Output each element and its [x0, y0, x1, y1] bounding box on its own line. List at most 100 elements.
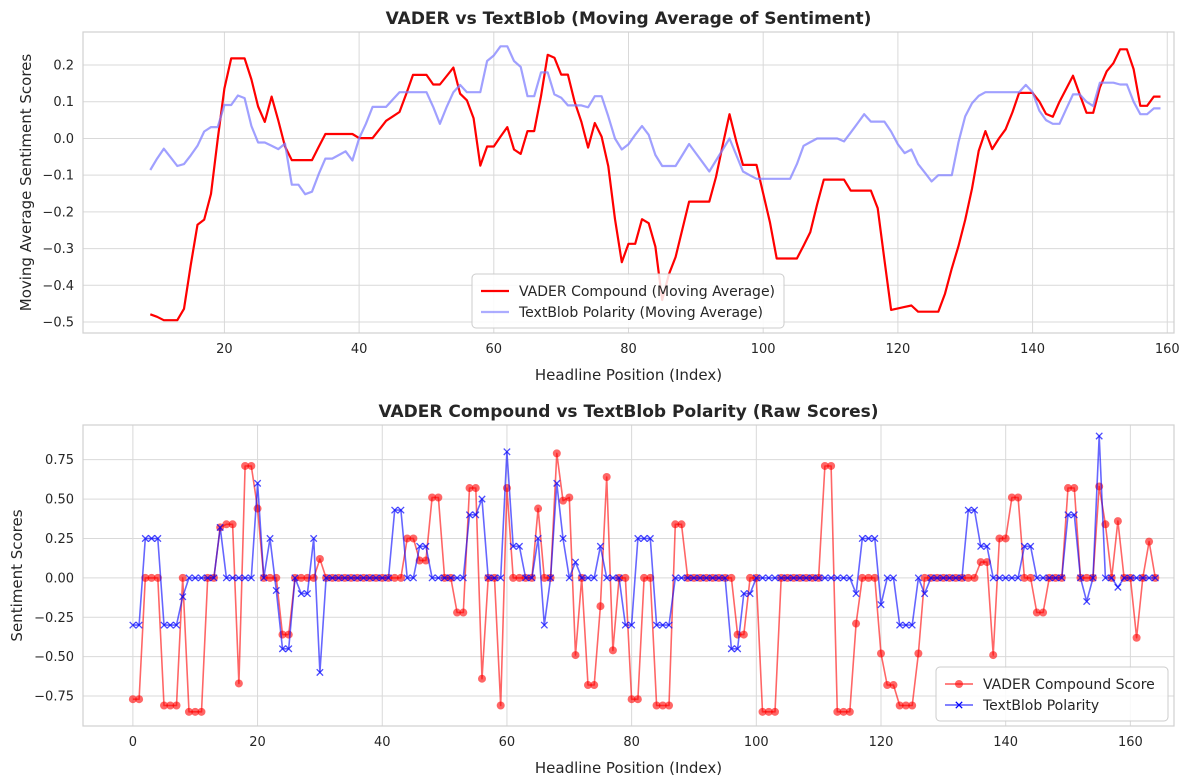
data-point — [677, 520, 686, 529]
data-point — [933, 574, 941, 582]
data-point — [814, 574, 823, 582]
y-tick-label: 0.75 — [45, 453, 74, 468]
legend: VADER Compound Score TextBlob Polarity — [935, 666, 1169, 722]
data-point — [241, 574, 249, 582]
data-point — [727, 573, 736, 582]
data-point — [1089, 574, 1097, 582]
y-tick-label: −0.4 — [42, 279, 74, 294]
data-point — [652, 621, 661, 629]
x-tick-label: 140 — [1020, 342, 1045, 357]
data-point — [1020, 573, 1029, 582]
data-point — [721, 574, 729, 582]
data-point — [559, 534, 567, 543]
data-point — [671, 574, 679, 582]
data-point — [147, 573, 156, 582]
data-point — [1026, 573, 1035, 582]
data-point — [403, 574, 411, 582]
data-point — [546, 574, 555, 582]
data-point — [790, 574, 798, 582]
data-point — [291, 574, 299, 582]
data-point — [908, 701, 917, 710]
data-point — [709, 574, 717, 582]
data-point — [210, 574, 218, 582]
data-point — [771, 574, 779, 582]
data-point — [952, 574, 960, 582]
data-point — [390, 573, 399, 582]
series-line-2 — [149, 45, 1161, 196]
data-point — [241, 461, 250, 470]
data-point — [914, 649, 923, 658]
data-point — [927, 574, 935, 582]
data-point — [459, 608, 468, 617]
data-point — [584, 574, 592, 582]
y-tick-label: −0.75 — [34, 690, 74, 705]
y-tick-label: −0.1 — [42, 169, 74, 184]
data-point — [497, 574, 505, 582]
data-point — [995, 534, 1004, 543]
data-point — [883, 574, 891, 582]
y-tick-label: 0.00 — [45, 571, 74, 586]
chart-2: 0 20 40 60 80 100 120 140 160 −0.75 −0.50 −0.25 0.00… — [8, 402, 1175, 777]
data-point — [833, 707, 842, 716]
data-point — [160, 701, 169, 710]
data-point — [459, 574, 467, 582]
data-point — [179, 593, 187, 601]
data-point — [1002, 574, 1010, 582]
data-point — [583, 681, 592, 690]
x-tick-label: 160 — [1118, 735, 1143, 750]
y-tick-label: −0.50 — [34, 650, 74, 665]
data-point — [310, 534, 318, 543]
data-point — [578, 574, 586, 582]
legend-box — [471, 273, 785, 329]
data-point — [434, 574, 443, 582]
data-point — [665, 701, 674, 710]
data-point — [397, 506, 405, 514]
data-point — [166, 621, 174, 629]
data-point — [783, 574, 792, 582]
data-point — [260, 574, 268, 582]
y-tick-label: 0.1 — [53, 95, 74, 110]
y-tick-label: 0.2 — [53, 59, 74, 74]
data-point — [1064, 511, 1072, 519]
data-point — [503, 448, 511, 456]
data-point — [914, 574, 923, 582]
data-point — [939, 574, 947, 582]
data-point — [166, 701, 175, 710]
data-point — [403, 534, 412, 543]
data-point — [977, 542, 985, 551]
chart-title: VADER vs TextBlob (Moving Average of Sen… — [386, 9, 872, 29]
data-point — [796, 574, 804, 582]
data-point — [465, 484, 474, 493]
plot-frame — [82, 31, 1175, 334]
data-point — [634, 534, 642, 543]
data-point — [1132, 633, 1141, 642]
data-point — [839, 707, 848, 716]
chart-1: 20 40 60 80 100 120 140 160 −0.5 −0.4 −0.3 −0.2 −0.1… — [17, 9, 1180, 384]
data-point — [191, 707, 200, 716]
data-point — [889, 681, 898, 690]
x-tick-label: 60 — [499, 735, 516, 750]
data-point — [490, 574, 499, 582]
data-point — [640, 534, 648, 543]
data-point — [1007, 493, 1016, 502]
data-point — [659, 621, 667, 629]
data-point — [216, 523, 224, 532]
legend-box — [935, 666, 1169, 722]
data-point — [1145, 574, 1153, 582]
plot-frame — [82, 424, 1175, 727]
x-tick-label: 40 — [351, 342, 368, 357]
data-point — [184, 707, 193, 716]
data-point — [147, 534, 156, 543]
data-point — [278, 645, 287, 653]
data-point — [440, 574, 449, 582]
data-point — [247, 461, 256, 470]
data-point — [989, 574, 997, 582]
data-point — [559, 496, 568, 505]
data-point — [864, 573, 873, 582]
data-point — [920, 589, 929, 598]
data-point — [596, 542, 605, 551]
data-point — [740, 589, 748, 598]
data-point — [864, 534, 873, 543]
data-point — [453, 608, 462, 617]
